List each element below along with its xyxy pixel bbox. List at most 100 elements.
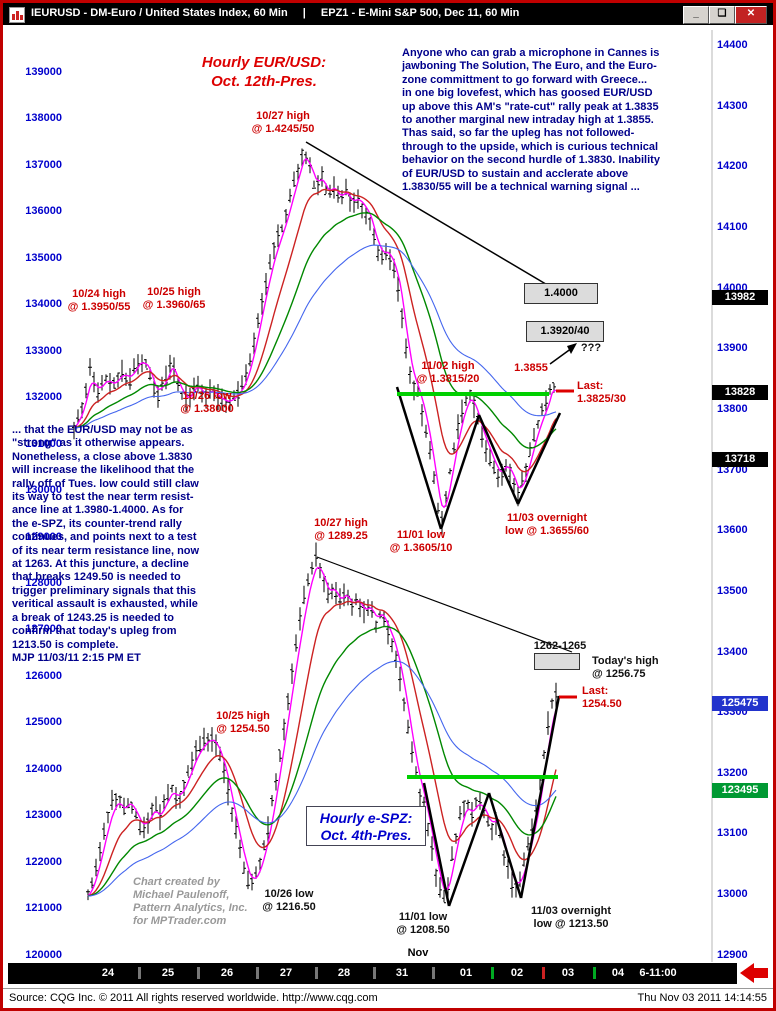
left-axis-label: 128000 <box>25 576 62 589</box>
session-tick <box>197 967 200 979</box>
espz-chart-title: Hourly e-SPZ: Oct. 4th-Pres. <box>306 806 426 846</box>
chart-annotation: 11/01 low @ 1.3605/10 <box>389 529 453 554</box>
chart-annotation: 10/26 low @ 1216.50 <box>262 888 316 913</box>
left-axis-label: 126000 <box>25 669 62 682</box>
time-axis-label: 27 <box>279 967 293 979</box>
left-axis-label: 129000 <box>25 530 62 543</box>
time-axis-label: 01 <box>459 967 473 979</box>
left-axis-label: 139000 <box>25 66 62 78</box>
window-title-separator: | <box>302 7 306 19</box>
left-axis-label: 138000 <box>25 112 62 125</box>
session-tick <box>491 967 494 979</box>
maximize-button[interactable]: ❏ <box>709 6 735 24</box>
window-title: IEURUSD - DM-Euro / United States Index,… <box>31 7 519 19</box>
eurusd-chart[interactable] <box>72 141 577 535</box>
left-axis-label: 132000 <box>25 391 62 404</box>
left-axis-label: 123000 <box>25 809 62 822</box>
price-badge: 123495 <box>712 783 768 798</box>
chart-annotation: 11/01 low @ 1208.50 <box>396 911 450 936</box>
chart-annotation: 1.3855 <box>514 362 548 374</box>
session-tick <box>256 967 259 979</box>
left-axis-label: 131000 <box>25 437 62 450</box>
right-axis-label: 13600 <box>717 524 748 537</box>
chart-annotation: 1262-1265 <box>533 640 587 652</box>
left-axis-label: 125000 <box>25 716 62 729</box>
session-tick <box>593 967 596 979</box>
right-axis-label: 12900 <box>717 948 748 961</box>
right-axis-label: 14200 <box>717 160 748 173</box>
jump-to-latest-arrow[interactable] <box>740 963 768 983</box>
chart-annotation: 11/02 high @ 1.3815/20 <box>416 360 480 385</box>
left-axis-label: 121000 <box>25 902 62 915</box>
time-axis-label: 25 <box>161 967 175 979</box>
price-badge: 125475 <box>712 696 768 711</box>
chart-annotation: 10/25 high @ 1254.50 <box>216 710 270 735</box>
time-axis-label: 04 <box>611 967 625 979</box>
session-tick <box>315 967 318 979</box>
window-title-right: EPZ1 - E-Mini S&P 500, Dec 11, 60 Min <box>320 7 520 19</box>
chart-annotation: ??? <box>580 342 602 354</box>
commentary-top: Anyone who can grab a microphone in Cann… <box>402 47 660 194</box>
right-axis-label: 14400 <box>717 39 748 51</box>
status-source: Source: CQG Inc. © 2011 All rights reser… <box>9 992 378 1004</box>
session-tick <box>373 967 376 979</box>
left-axis-label: 134000 <box>25 298 62 311</box>
right-axis-label: 13800 <box>717 402 748 415</box>
time-axis-label: 6-11:00 <box>639 967 677 979</box>
time-axis-label: 03 <box>561 967 575 979</box>
status-clock: Thu Nov 03 2011 14:14:55 <box>637 992 767 1004</box>
target-box <box>534 653 580 670</box>
chart-annotation: 10/26 low @ 1.38000 <box>180 390 234 415</box>
left-axis-label: 137000 <box>25 158 62 171</box>
right-axis-label: 13400 <box>717 645 748 658</box>
chart-annotation: 10/27 high @ 1.4245/50 <box>251 110 315 135</box>
watermark: Chart created by Michael Paulenoff, Patt… <box>133 876 248 927</box>
target-box: 1.3920/40 <box>526 321 604 342</box>
right-axis-label: 14100 <box>717 220 748 233</box>
target-box: 1.4000 <box>524 283 598 304</box>
price-badge: 13828 <box>712 385 768 400</box>
time-axis-label: 02 <box>510 967 524 979</box>
commentary-left: ... that the EUR/USD may not be as "stro… <box>12 424 200 664</box>
chart-annotation: 10/24 high @ 1.3950/55 <box>67 288 131 313</box>
app-icon <box>9 7 25 23</box>
left-axis-label: 124000 <box>25 762 62 775</box>
espz-chart[interactable] <box>86 542 577 907</box>
left-axis-label: 130000 <box>25 484 62 497</box>
status-bar: Source: CQG Inc. © 2011 All rights reser… <box>3 988 773 1008</box>
left-axis-label: 120000 <box>25 948 62 961</box>
left-axis-label: 122000 <box>25 855 62 868</box>
session-tick <box>138 967 141 979</box>
month-label: Nov <box>407 947 429 959</box>
chart-annotation: 10/27 high @ 1289.25 <box>314 517 368 542</box>
right-axis-label: 13000 <box>717 888 748 901</box>
window-title-left: IEURUSD - DM-Euro / United States Index,… <box>31 7 288 19</box>
chart-annotation: Today's high @ 1256.75 <box>592 655 659 680</box>
right-axis-label: 14300 <box>717 99 748 112</box>
time-axis[interactable]: 24 25 26 27 28 31 01 02 03 04 6-11:00 <box>8 963 737 984</box>
close-button[interactable]: ✕ <box>735 6 767 24</box>
session-tick <box>432 967 435 979</box>
left-axis-label: 135000 <box>25 251 62 264</box>
left-axis-label: 133000 <box>25 344 62 357</box>
left-axis-label: 136000 <box>25 205 62 218</box>
chart-annotation: Last: 1.3825/30 <box>577 380 626 405</box>
session-tick <box>542 967 545 979</box>
title-bar[interactable]: IEURUSD - DM-Euro / United States Index,… <box>3 3 773 25</box>
chart-annotation: 10/25 high @ 1.3960/65 <box>142 286 206 311</box>
chart-annotation: 11/03 overnight low @ 1213.50 <box>530 905 612 930</box>
chart-annotation: Last: 1254.50 <box>582 685 622 710</box>
right-axis-label: 13900 <box>717 342 748 355</box>
time-axis-label: 31 <box>395 967 409 979</box>
price-badge: 13718 <box>712 452 768 467</box>
eurusd-chart-title: Hourly EUR/USD: Oct. 12th-Pres. <box>201 54 327 90</box>
right-axis-label: 13200 <box>717 766 748 779</box>
time-axis-label: 26 <box>220 967 234 979</box>
price-badge: 13982 <box>712 290 768 305</box>
right-axis-label: 13500 <box>717 584 748 597</box>
minimize-button[interactable]: _ <box>683 6 709 24</box>
right-axis-label: 13100 <box>717 827 748 840</box>
